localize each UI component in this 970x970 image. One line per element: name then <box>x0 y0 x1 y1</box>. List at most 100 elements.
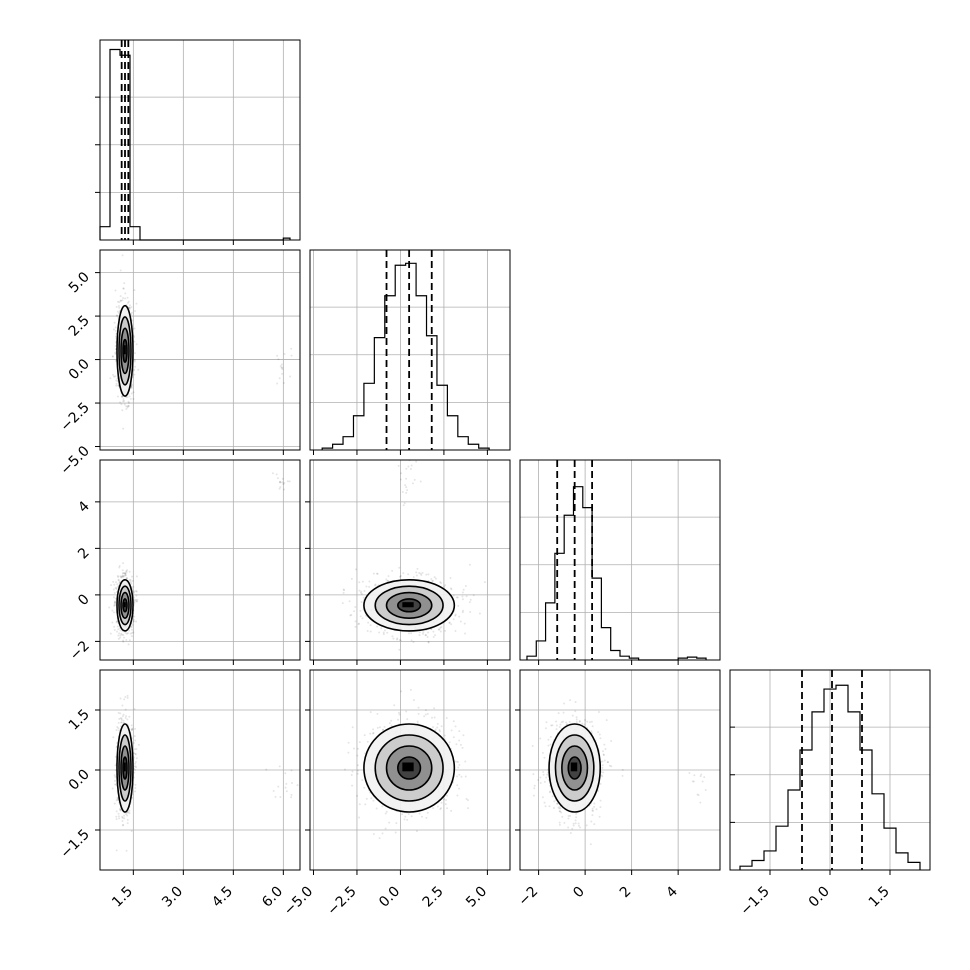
sample-point <box>109 377 112 380</box>
x-tick-label: −1.5 <box>737 884 772 919</box>
sample-point <box>391 569 394 572</box>
sample-point <box>115 305 118 308</box>
sample-point <box>127 300 130 303</box>
sample-point <box>122 572 125 575</box>
sample-point <box>543 780 546 783</box>
sample-point <box>372 731 375 734</box>
panel-frame <box>309 249 511 451</box>
sample-point <box>472 594 475 597</box>
sample-point <box>436 722 439 725</box>
sample-point <box>119 808 122 811</box>
sample-point <box>125 849 128 852</box>
outlier-point <box>277 358 280 361</box>
sample-point <box>115 783 118 786</box>
sample-point <box>128 812 131 815</box>
outlier-point <box>415 460 418 463</box>
sample-point <box>446 807 449 810</box>
outlier-point <box>283 353 286 356</box>
sample-point <box>462 588 465 591</box>
sample-point <box>120 717 123 720</box>
sample-point <box>342 591 345 594</box>
outlier-point <box>290 793 293 796</box>
sample-point <box>464 584 467 587</box>
x-tick-label: −2 <box>516 884 542 910</box>
contour-line <box>118 316 132 386</box>
y-tick-label: −2 <box>67 638 93 664</box>
sample-point <box>456 784 459 787</box>
sample-point <box>132 585 135 588</box>
sample-point <box>388 821 391 824</box>
sample-point <box>385 810 388 813</box>
sample-point <box>124 572 127 575</box>
sample-point <box>115 810 118 813</box>
sample-point <box>135 590 138 593</box>
sample-point <box>436 726 439 729</box>
sample-point <box>354 625 357 628</box>
sample-point <box>132 335 135 338</box>
sample-point <box>405 710 408 713</box>
sample-point <box>126 406 129 409</box>
sample-point <box>122 287 125 290</box>
sample-point <box>111 787 114 790</box>
outlier-point <box>280 363 283 366</box>
sample-point <box>376 726 379 729</box>
sample-point <box>120 575 123 578</box>
sample-point <box>112 588 115 591</box>
sample-point <box>372 572 375 575</box>
sample-point <box>131 575 134 578</box>
outlier-point <box>284 772 287 775</box>
sample-point <box>372 799 375 802</box>
sample-point <box>136 598 139 601</box>
sample-point <box>571 827 574 830</box>
sample-point <box>418 634 421 637</box>
sample-point <box>357 623 360 626</box>
panel-frame <box>309 669 511 871</box>
sample-point <box>387 579 390 582</box>
sample-point <box>417 706 420 709</box>
sample-point <box>450 588 453 591</box>
sample-point <box>119 629 122 632</box>
sample-point <box>439 581 442 584</box>
sample-point <box>440 581 443 584</box>
x-tick-label: 2 <box>617 884 635 902</box>
sample-point <box>120 395 123 398</box>
sample-point <box>122 397 125 400</box>
outlier-point <box>405 477 408 480</box>
sample-point <box>116 620 119 623</box>
sample-point <box>448 622 451 625</box>
sample-point <box>122 640 125 643</box>
sample-point <box>412 699 415 702</box>
sample-point <box>467 807 470 810</box>
outlier-point <box>289 375 292 378</box>
sample-point <box>433 707 436 710</box>
sample-point <box>383 629 386 632</box>
sample-point <box>135 598 138 601</box>
sample-point <box>116 575 119 578</box>
sample-point <box>121 299 124 302</box>
sample-point <box>115 818 118 821</box>
sample-point <box>376 572 379 575</box>
sample-point <box>133 596 136 599</box>
sample-point <box>112 580 115 583</box>
sample-point <box>382 631 385 634</box>
outlier-point <box>279 365 282 368</box>
sample-point <box>432 579 435 582</box>
sample-point <box>130 392 133 395</box>
sample-point <box>133 599 136 602</box>
sample-point <box>560 721 563 724</box>
sample-point <box>137 368 140 371</box>
sample-point <box>125 638 128 641</box>
sample-point <box>468 563 471 566</box>
sample-point <box>358 741 361 744</box>
sample-point <box>356 764 359 767</box>
sample-point <box>128 809 131 812</box>
outlier-point <box>277 785 280 788</box>
sample-point <box>111 609 114 612</box>
sample-point <box>380 627 383 630</box>
sample-point <box>395 638 398 641</box>
contour-line <box>120 591 130 619</box>
contour-line <box>116 578 134 632</box>
sample-point <box>126 296 129 299</box>
sample-point <box>458 787 461 790</box>
sample-point <box>123 636 126 639</box>
